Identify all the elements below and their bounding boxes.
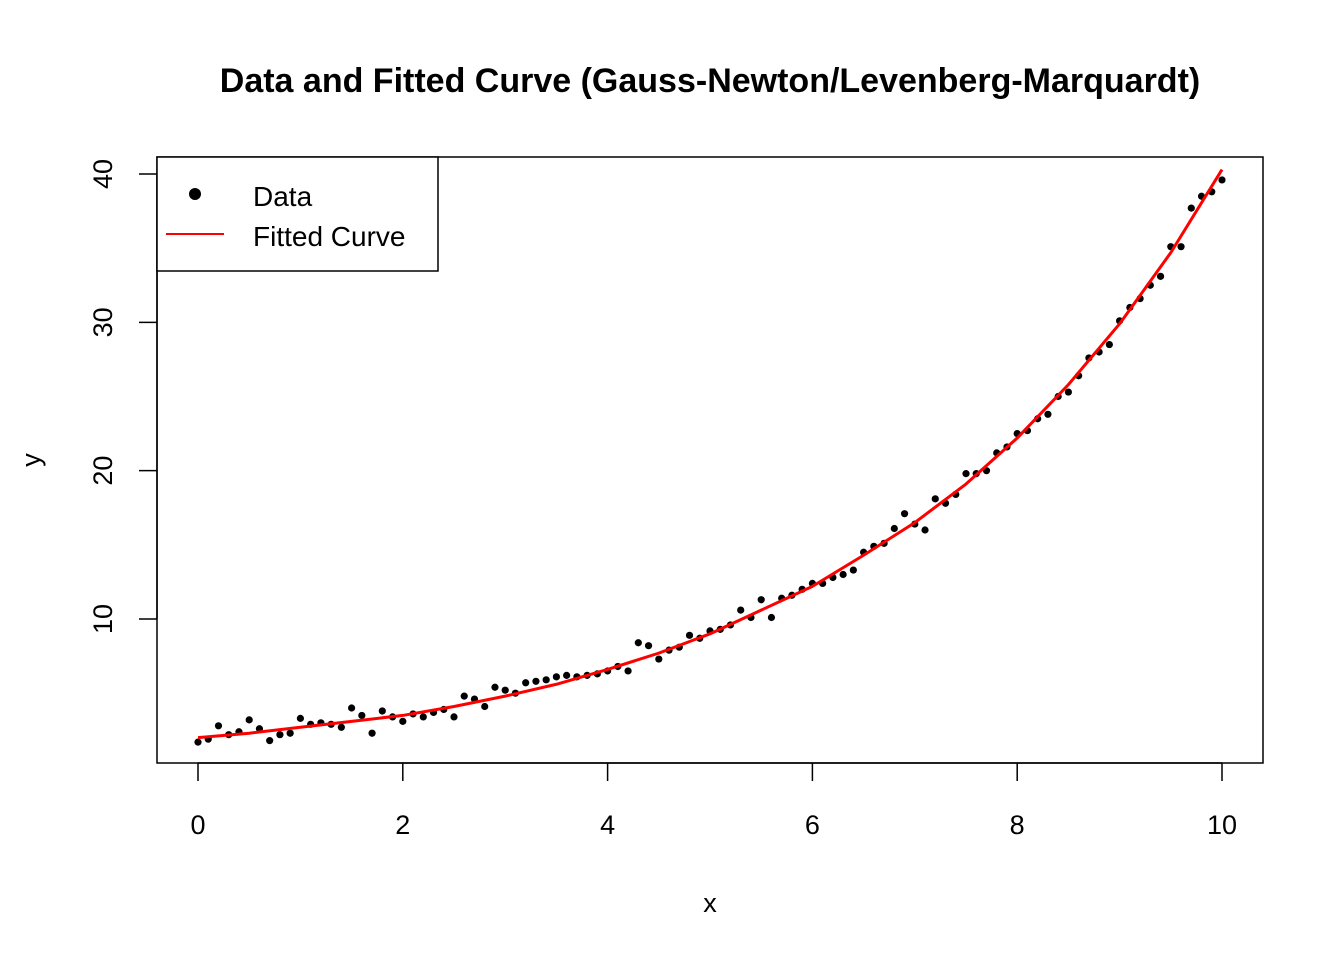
y-tick-label: 30 [88, 307, 118, 337]
x-tick-label: 10 [1207, 810, 1237, 840]
y-axis-label: y [16, 453, 46, 467]
data-point [552, 673, 561, 681]
data-point [685, 631, 694, 639]
x-tick-label: 6 [805, 810, 820, 840]
data-point [1105, 340, 1113, 349]
data-point [481, 702, 489, 711]
data-point [214, 722, 223, 730]
data-point [1177, 243, 1185, 251]
fitted-curve-group [197, 168, 1224, 740]
data-point [296, 714, 304, 722]
legend: Data Fitted Curve [156, 156, 439, 272]
data-point [194, 738, 202, 746]
x-axis: 0 2 4 6 8 10 [190, 762, 1237, 840]
data-point [890, 524, 898, 533]
data-point [737, 606, 745, 614]
data-point [1044, 410, 1052, 418]
data-point [245, 716, 253, 724]
data-point [337, 723, 345, 731]
data-point [358, 711, 366, 720]
data-point [276, 731, 284, 739]
data-point [624, 667, 632, 675]
data-point [921, 526, 929, 534]
legend-box [156, 156, 439, 272]
y-tick-label: 10 [88, 604, 118, 634]
x-tick-label: 8 [1010, 810, 1025, 840]
data-point [767, 613, 776, 622]
data-point [931, 495, 939, 503]
y-tick-label: 40 [88, 159, 118, 189]
data-point [1187, 204, 1195, 212]
data-point [634, 639, 642, 647]
x-axis-label: x [703, 888, 717, 918]
legend-data-label: Data [253, 181, 313, 212]
data-point [491, 683, 499, 691]
data-point [1156, 272, 1165, 280]
data-point [839, 570, 847, 579]
data-point [522, 679, 530, 687]
data-point [563, 671, 571, 679]
data-point [655, 655, 663, 663]
y-tick-label: 20 [88, 456, 118, 486]
data-point [266, 737, 274, 745]
data-point [450, 713, 458, 721]
data-point [757, 596, 765, 604]
data-point [460, 692, 468, 700]
data-point [849, 566, 857, 574]
data-point [368, 729, 376, 737]
legend-fit-label: Fitted Curve [253, 221, 406, 252]
x-tick-label: 4 [600, 810, 615, 840]
data-point [962, 470, 970, 478]
data-point [501, 686, 509, 694]
data-point [378, 707, 386, 715]
data-point [1218, 176, 1226, 184]
legend-data-marker [189, 188, 201, 200]
data-point [419, 713, 427, 721]
data-point [286, 729, 294, 737]
fitted-curve-line [197, 168, 1224, 740]
data-point [348, 704, 356, 712]
data-point [542, 676, 550, 684]
chart-title: Data and Fitted Curve (Gauss-Newton/Leve… [220, 62, 1200, 100]
data-point [900, 510, 909, 518]
y-axis: 10 20 30 40 [88, 159, 158, 634]
data-point [399, 717, 407, 725]
x-tick-label: 0 [190, 810, 205, 840]
data-point [1064, 388, 1072, 396]
data-point [532, 677, 540, 685]
x-tick-label: 2 [395, 810, 410, 840]
data-point [644, 642, 653, 650]
